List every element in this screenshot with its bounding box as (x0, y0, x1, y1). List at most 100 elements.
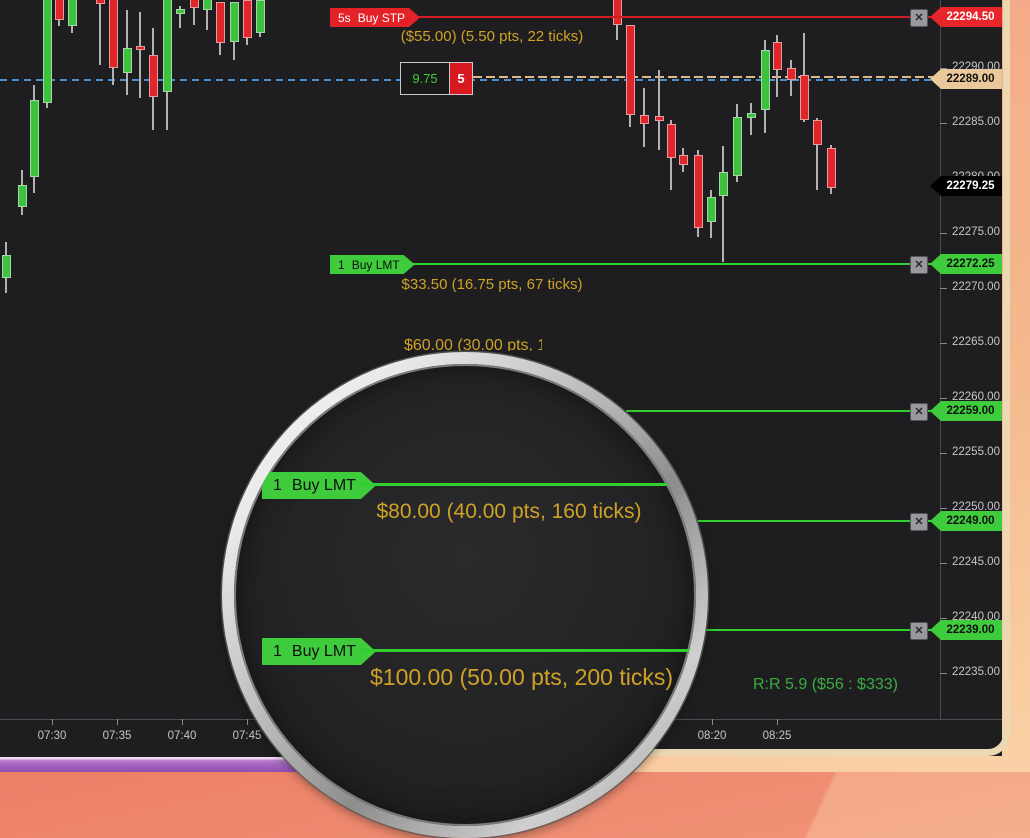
target-line-22259[interactable] (626, 410, 938, 412)
position-box[interactable]: 9.75 5 (400, 62, 473, 95)
time-tick-label: 07:45 (232, 730, 262, 742)
candlestick-up (176, 9, 185, 14)
time-axis[interactable]: 07:30 07:35 07:40 07:45 08:20 08:25 (0, 719, 1002, 756)
price-tick-label: 22260.00 (952, 391, 1000, 403)
candlestick-up (30, 100, 39, 177)
candlestick-up (68, 0, 77, 26)
candlestick-down (96, 0, 105, 4)
candlestick-up (707, 197, 716, 222)
order-price-tag: 22272.25 (930, 254, 1002, 274)
stop-order-risk-label: ($55.00) (5.50 pts, 22 ticks) (400, 28, 584, 45)
target-label-partially-hidden: $60.00 (30.00 pts, 120 ticks) (404, 337, 542, 351)
price-tick-mark (940, 123, 947, 124)
price-tick-label: 22285.00 (952, 116, 1000, 128)
price-tick-label: 22250.00 (952, 501, 1000, 513)
magnified-limit-order-tag: 1 Buy LMT (262, 472, 376, 499)
stop-order-type: Buy STP (357, 10, 406, 25)
order-price-tag: 22259.00 (930, 401, 1002, 421)
candlestick-up (761, 50, 770, 110)
close-order-button[interactable]: ✕ (910, 403, 928, 421)
candle-wick (750, 103, 752, 135)
candle-wick (722, 146, 724, 262)
candlestick-down (613, 0, 622, 25)
time-tick-label: 08:20 (697, 730, 727, 742)
time-tick-mark (712, 719, 713, 725)
candlestick-down (667, 124, 676, 158)
stop-order-line[interactable] (398, 16, 938, 18)
limit-order-line[interactable] (402, 263, 938, 265)
entry-price-dashed-line-tan (473, 76, 938, 78)
limit-order-tag[interactable]: 1 Buy LMT (330, 255, 415, 274)
price-tick-label: 22275.00 (952, 226, 1000, 238)
price-tick-mark (940, 673, 947, 674)
stop-order-qty: 5s (338, 10, 351, 25)
candlestick-up (123, 48, 132, 73)
candle-wick (179, 6, 181, 28)
candle-wick (99, 0, 101, 65)
limit-order-profit-label: $33.50 (16.75 pts, 67 ticks) (401, 276, 583, 293)
order-price-tag: 22289.00 (930, 69, 1002, 89)
magnified-order-type: Buy LMT (291, 476, 356, 494)
chart-plot[interactable]: 5s Buy STP ($55.00) (5.50 pts, 22 ticks)… (0, 0, 940, 719)
time-tick-mark (117, 719, 118, 725)
candlestick-up (747, 113, 756, 118)
target-line-22239[interactable] (692, 629, 938, 631)
candle-wick (816, 118, 818, 190)
candlestick-down (679, 155, 688, 165)
candlestick-down (216, 2, 225, 43)
price-tick-label: 22270.00 (952, 281, 1000, 293)
price-tick-mark (940, 563, 947, 564)
candlestick-down (787, 68, 796, 80)
price-tick-mark (940, 618, 947, 619)
close-order-button[interactable]: ✕ (910, 622, 928, 640)
stop-order-tag[interactable]: 5s Buy STP (330, 8, 420, 27)
candlestick-down (800, 75, 809, 120)
candlestick-down (136, 46, 145, 50)
price-axis[interactable]: 22290.0022285.0022280.0022275.0022270.00… (940, 0, 1002, 719)
price-axis-separator (940, 0, 941, 719)
magnified-order-line (360, 483, 696, 486)
candle-wick (206, 0, 208, 30)
candlestick-up (256, 0, 265, 33)
order-price-tag: 22239.00 (930, 620, 1002, 640)
time-tick-label: 08:25 (762, 730, 792, 742)
price-tick-label: 22255.00 (952, 446, 1000, 458)
candle-wick (193, 0, 195, 25)
magnified-order-qty: 1 (273, 642, 282, 660)
price-tick-mark (940, 288, 947, 289)
magnified-order-line (360, 649, 696, 652)
candlestick-down (640, 115, 649, 124)
price-tick-mark (940, 68, 947, 69)
candlestick-down (827, 148, 836, 188)
candlestick-up (733, 117, 742, 176)
candlestick-down (190, 0, 199, 8)
magnified-order-label: $80.00 (40.00 pts, 160 ticks) (376, 500, 642, 523)
time-tick-mark (777, 719, 778, 725)
price-tick-label: 22265.00 (952, 336, 1000, 348)
close-order-button[interactable]: ✕ (910, 256, 928, 274)
time-tick-label: 07:40 (167, 730, 197, 742)
limit-order-qty: 1 (338, 257, 345, 272)
time-tick-mark (247, 719, 248, 725)
order-price-tag: 22249.00 (930, 511, 1002, 531)
candlestick-up (43, 0, 52, 103)
candlestick-up (2, 255, 11, 278)
magnified-order-qty: 1 (273, 476, 282, 494)
price-tick-label: 22245.00 (952, 556, 1000, 568)
price-tick-mark (940, 508, 947, 509)
magnified-limit-order-tag: 1 Buy LMT (262, 638, 376, 665)
position-pnl: 9.75 (412, 71, 438, 86)
time-tick-label: 07:30 (37, 730, 67, 742)
close-order-button[interactable]: ✕ (910, 513, 928, 531)
candlestick-down (243, 0, 252, 38)
limit-order-type: Buy LMT (351, 257, 400, 272)
close-order-button[interactable]: ✕ (910, 9, 928, 27)
target-line-22249[interactable] (697, 520, 938, 522)
candlestick-down (773, 42, 782, 70)
candlestick-up (18, 185, 27, 207)
risk-reward-label: R:R 5.9 ($56 : $333) (753, 676, 898, 693)
magnified-order-label: $100.00 (50.00 pts, 200 ticks) (369, 664, 674, 690)
candle-wick (139, 12, 141, 98)
time-tick-mark (52, 719, 53, 725)
